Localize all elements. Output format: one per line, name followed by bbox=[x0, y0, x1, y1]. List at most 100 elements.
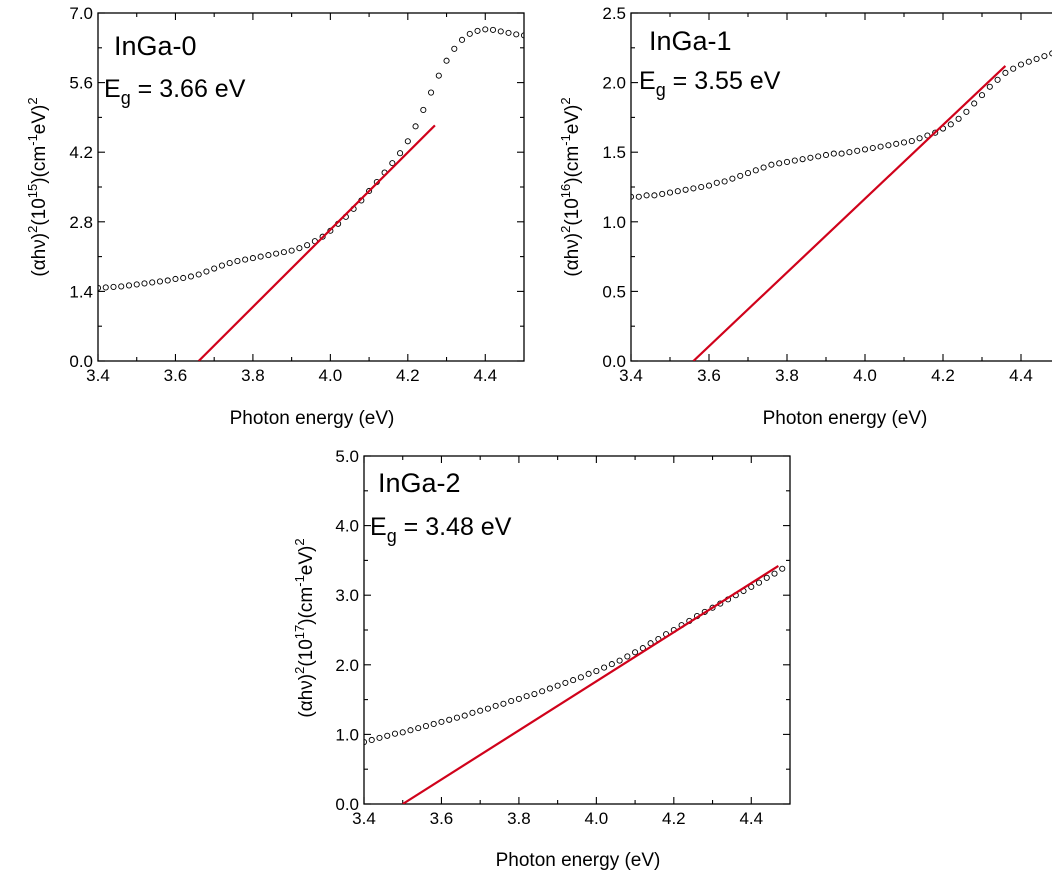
data-point bbox=[384, 732, 391, 739]
data-point bbox=[412, 123, 419, 130]
data-point bbox=[273, 250, 280, 257]
data-point bbox=[1017, 61, 1025, 68]
y-axis-label: (αhν)2(1016)(cm-1eV)2 bbox=[558, 97, 583, 276]
data-point bbox=[635, 193, 642, 200]
data-point bbox=[570, 677, 577, 684]
data-point bbox=[477, 707, 484, 714]
y-tick-label: 0.0 bbox=[69, 352, 93, 371]
x-axis-label: Photon energy (eV) bbox=[496, 850, 661, 871]
x-tick-label: 3.4 bbox=[619, 366, 643, 385]
data-point bbox=[546, 685, 553, 692]
data-point bbox=[102, 284, 109, 291]
data-point bbox=[319, 233, 326, 240]
data-point bbox=[156, 278, 164, 285]
data-point bbox=[466, 30, 473, 37]
data-point bbox=[265, 252, 272, 259]
data-point bbox=[608, 661, 615, 668]
data-point bbox=[947, 121, 954, 128]
data-point bbox=[430, 720, 437, 728]
y-tick-label: 2.0 bbox=[602, 74, 626, 93]
data-point bbox=[125, 282, 133, 289]
data-point bbox=[422, 722, 430, 730]
data-point bbox=[763, 574, 770, 581]
data-point bbox=[791, 157, 798, 164]
data-point bbox=[296, 245, 303, 252]
chart-panel-ingA-0: 3.4 3.6 3.8 4.0 4.2 4.4 0.0 1.4 2.8 4.2 5.6 7.0 InG… bbox=[25, 4, 525, 429]
data-point bbox=[497, 28, 504, 35]
y-axis-label: (αhν)2(1015)(cm-1eV)2 bbox=[25, 97, 50, 276]
data-point bbox=[632, 649, 639, 656]
data-point bbox=[482, 26, 489, 33]
data-point bbox=[631, 193, 635, 200]
linear-fit-line bbox=[197, 124, 436, 361]
data-point bbox=[523, 693, 530, 700]
data-point bbox=[234, 258, 241, 265]
data-point bbox=[752, 167, 759, 174]
data-point bbox=[226, 260, 233, 267]
y-tick-label: 1.5 bbox=[602, 143, 626, 162]
band-gap-label: Eg = 3.48 eV bbox=[370, 513, 512, 546]
data-point bbox=[257, 253, 264, 260]
x-tick-label: 4.0 bbox=[585, 809, 609, 828]
data-point bbox=[698, 183, 705, 191]
data-point bbox=[195, 271, 202, 278]
data-point bbox=[877, 143, 884, 150]
chart-panel-ingA-2: 3.4 3.6 3.8 4.0 4.2 4.4 0.0 1.0 2.0 3.0 4.0 5.0 InG… bbox=[292, 447, 791, 871]
data-point bbox=[994, 76, 1001, 83]
data-point bbox=[799, 156, 806, 163]
data-point bbox=[438, 718, 445, 725]
data-point bbox=[1041, 53, 1048, 60]
data-point bbox=[838, 150, 845, 157]
data-point bbox=[682, 186, 689, 193]
y-tick-label: 5.0 bbox=[335, 447, 359, 466]
x-tick-label: 4.0 bbox=[319, 366, 343, 385]
data-point bbox=[539, 688, 546, 695]
data-point bbox=[484, 705, 491, 712]
data-point bbox=[203, 268, 210, 275]
data-point bbox=[760, 164, 767, 171]
data-point bbox=[616, 657, 623, 664]
data-point bbox=[98, 284, 102, 291]
data-point bbox=[643, 192, 650, 199]
data-point bbox=[500, 700, 507, 707]
y-tick-label: 1.0 bbox=[602, 213, 626, 232]
linear-fit-line bbox=[692, 65, 1007, 361]
data-point bbox=[489, 26, 497, 33]
data-point bbox=[508, 697, 515, 705]
data-point bbox=[971, 100, 978, 107]
x-tick-label: 3.6 bbox=[164, 366, 188, 385]
data-point bbox=[376, 734, 383, 741]
data-point bbox=[771, 570, 778, 577]
data-point bbox=[453, 714, 460, 721]
x-tick-label: 3.6 bbox=[697, 366, 721, 385]
data-point bbox=[666, 189, 674, 196]
data-point bbox=[978, 92, 986, 99]
plot-frame bbox=[630, 12, 1052, 362]
y-tick-label: 4.0 bbox=[335, 517, 359, 536]
data-point bbox=[366, 187, 373, 195]
data-point bbox=[869, 144, 876, 152]
data-point bbox=[779, 565, 786, 572]
band-gap-label: Eg = 3.66 eV bbox=[104, 75, 246, 108]
data-point bbox=[505, 29, 512, 36]
x-axis-label: Photon energy (eV) bbox=[230, 408, 395, 429]
data-point bbox=[885, 142, 892, 149]
data-point bbox=[399, 729, 406, 736]
sample-label: InGa-2 bbox=[378, 468, 461, 498]
data-point bbox=[659, 190, 666, 198]
x-tick-label: 4.4 bbox=[739, 809, 763, 828]
data-point bbox=[133, 281, 140, 288]
data-point bbox=[1049, 50, 1052, 57]
data-point bbox=[815, 153, 822, 160]
data-point bbox=[674, 188, 681, 195]
data-point bbox=[389, 160, 396, 167]
data-point bbox=[893, 140, 900, 147]
data-point bbox=[729, 175, 736, 182]
data-point bbox=[554, 682, 561, 689]
data-point bbox=[513, 31, 520, 38]
data-point bbox=[577, 674, 584, 681]
data-point bbox=[407, 727, 414, 734]
data-point bbox=[776, 160, 783, 167]
y-tick-label: 0.0 bbox=[602, 352, 626, 371]
